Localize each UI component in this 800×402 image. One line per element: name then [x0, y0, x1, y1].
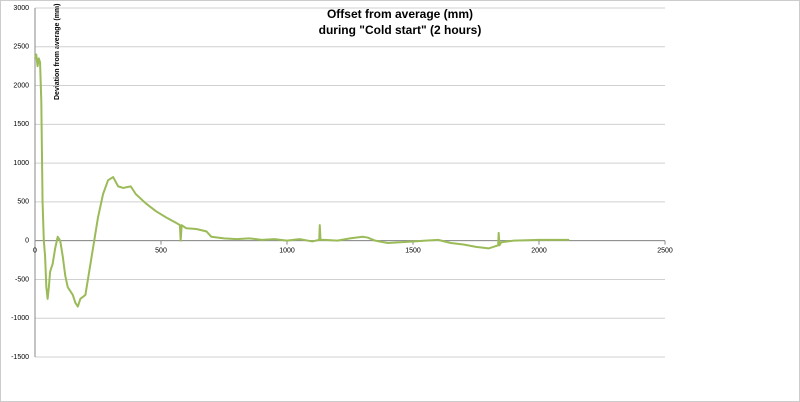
y-tick-label: -1500	[11, 354, 29, 361]
x-tick-label: 1000	[279, 248, 295, 255]
chart-subtitle: during "Cold start" (2 hours)	[319, 23, 482, 37]
x-tick-label: 0	[33, 248, 37, 255]
x-tick-label: 500	[155, 248, 167, 255]
y-tick-label: -1000	[11, 315, 29, 322]
y-tick-label: 1000	[13, 160, 29, 167]
y-tick-label: 3000	[13, 5, 29, 12]
data-line	[34, 53, 570, 308]
y-tick-label: 2500	[13, 44, 29, 51]
y-axis-label: Deviation from average (mm)	[54, 4, 61, 100]
x-tick-label: 2000	[531, 248, 547, 255]
x-tick-label: 1500	[405, 248, 421, 255]
y-tick-label: 0	[25, 238, 29, 245]
chart-title: Offset from average (mm)	[327, 7, 473, 21]
y-tick-label: 1500	[13, 121, 29, 128]
y-tick-label: 2000	[13, 82, 29, 89]
x-tick-label: 2500	[657, 248, 673, 255]
y-tick-label: 500	[17, 199, 29, 206]
y-tick-label: -500	[15, 276, 29, 283]
